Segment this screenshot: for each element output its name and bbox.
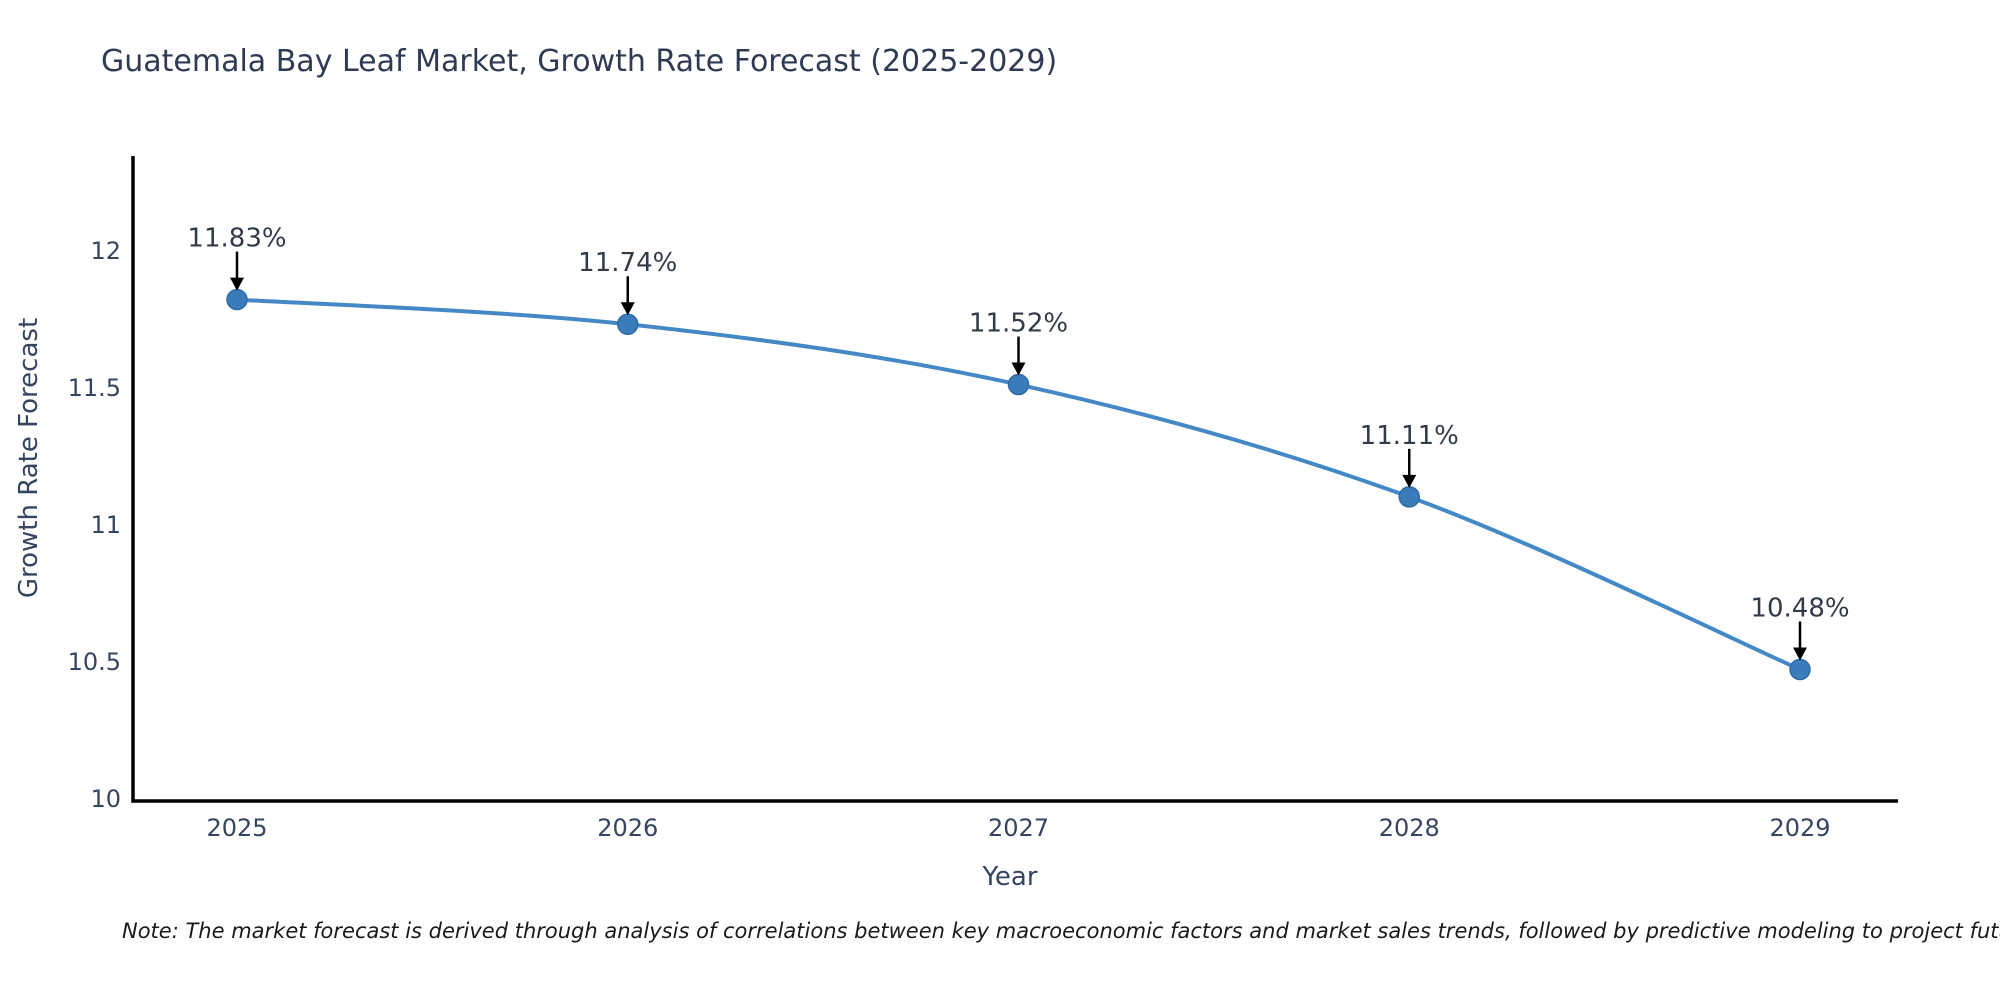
annotation-arrow-head xyxy=(230,277,244,291)
annotation-arrow-head xyxy=(1011,362,1026,376)
x-tick-label: 2028 xyxy=(1379,814,1440,842)
y-tick-label: 10 xyxy=(90,785,121,813)
y-axis-title: Growth Rate Forecast xyxy=(14,317,44,599)
annotation-arrow-head xyxy=(620,302,635,316)
y-tick-label: 11.5 xyxy=(68,374,121,402)
data-point-marker xyxy=(617,313,639,335)
x-tick-label: 2026 xyxy=(597,814,658,842)
x-tick-label: 2025 xyxy=(206,814,267,842)
data-point-marker xyxy=(1789,658,1811,681)
annotation-label: 10.48% xyxy=(1750,593,1849,623)
y-tick-label: 11 xyxy=(90,511,121,539)
annotation-label: 11.52% xyxy=(969,309,1068,339)
x-axis-title: Year xyxy=(982,862,1038,892)
annotation-label: 11.11% xyxy=(1360,421,1459,451)
axis-spines xyxy=(131,156,1898,803)
data-point-marker xyxy=(1007,373,1030,396)
y-tick-label: 12 xyxy=(90,237,121,265)
footnote: Note: The market forecast is derived thr… xyxy=(122,919,2000,943)
annotation-arrow-head xyxy=(1793,647,1807,661)
y-tick-label: 10.5 xyxy=(68,648,121,676)
annotation-arrow-head xyxy=(1402,474,1417,488)
annotation-label: 11.74% xyxy=(578,248,677,278)
chart-title: Guatemala Bay Leaf Market, Growth Rate F… xyxy=(101,44,1058,79)
data-point-marker xyxy=(1398,486,1420,508)
annotation-label: 11.83% xyxy=(187,224,286,254)
x-tick-label: 2027 xyxy=(988,814,1049,842)
data-point-marker xyxy=(226,288,248,311)
x-tick-label: 2029 xyxy=(1769,814,1830,842)
